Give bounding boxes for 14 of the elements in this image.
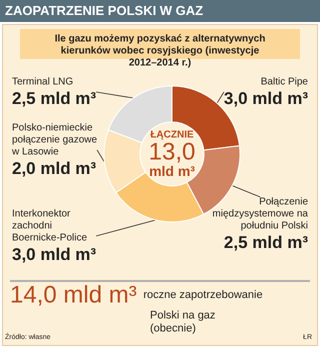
slice-label: Polsko-niemieckie połączenie gazowe w Lasowie xyxy=(11,122,98,158)
slice-label: Połączenie międzysystemowe na południu Polski xyxy=(212,196,308,232)
text: ŁĄCZNIE 13,0 mld m³ xyxy=(148,130,196,179)
slice-label: Interkonektor zachodni Boernicke-Police xyxy=(12,208,88,244)
chart-title: ZAOPATRZENIE POLSKI W GAZ xyxy=(5,3,204,18)
data-label: 3,0 mld m³ xyxy=(224,89,308,108)
text: 14,0 mld m³ roczne zapotrzebowanie Polski na gaz (obecnie) xyxy=(10,282,263,334)
data-label: 3,0 mld m³ xyxy=(12,245,96,264)
data-label: 2,0 mld m³ xyxy=(12,159,96,178)
slice-label: Terminal LNG xyxy=(12,76,74,88)
data-label: 2,5 mld m³ xyxy=(224,233,308,252)
data-label: 2,5 mld m³ xyxy=(12,89,96,108)
slice-label: Baltic Pipe xyxy=(260,76,308,88)
chart-subtitle: Ile gazu możemy pozyskać z alternatywnych kierunków wobec rosyjskiego (inwestycje 2012–2014 r.) xyxy=(54,34,266,68)
